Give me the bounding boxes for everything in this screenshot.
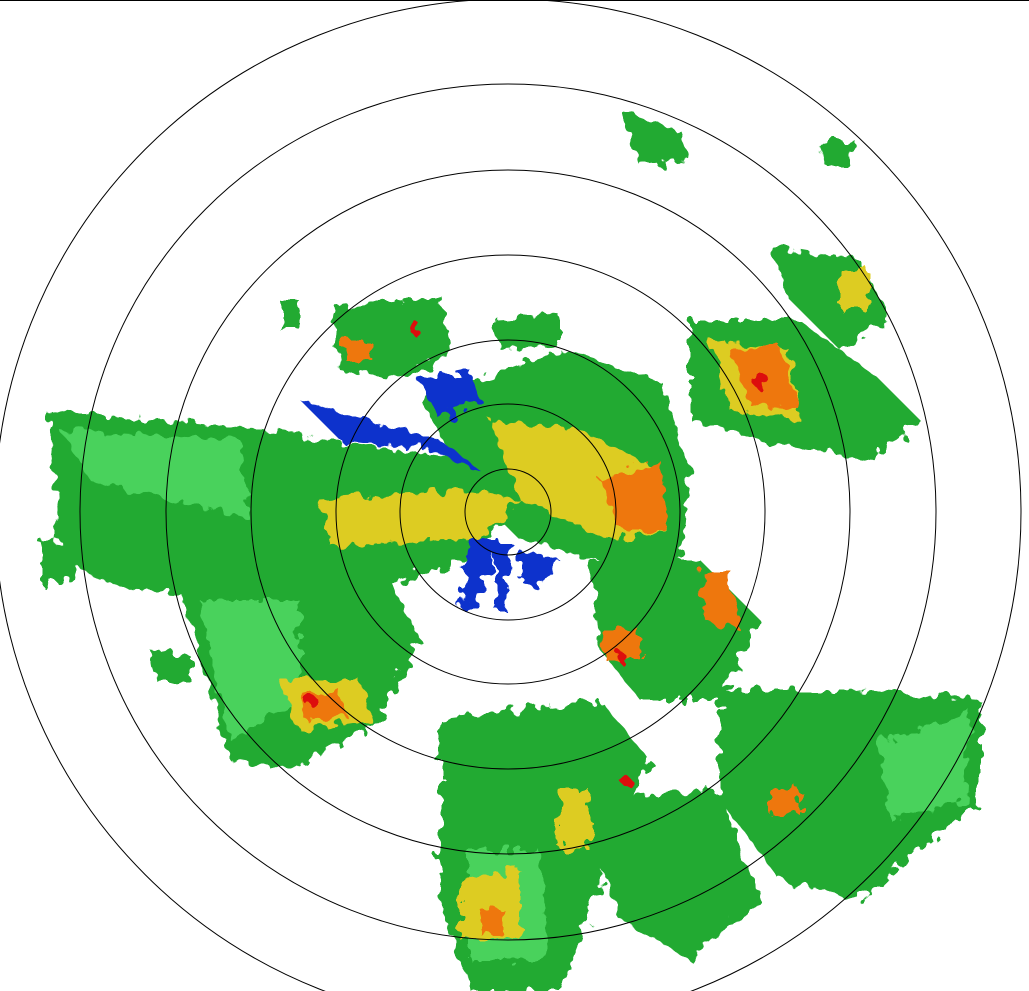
range-ring — [335, 339, 681, 685]
range-ring — [250, 254, 766, 770]
echoes — [40, 110, 980, 991]
echo-blue — [300, 370, 560, 610]
range-ring — [399, 403, 617, 621]
echo-red — [304, 322, 768, 785]
echo-orange — [300, 340, 800, 935]
range-ring — [79, 83, 937, 941]
range-ring — [464, 468, 552, 556]
range-ring — [165, 169, 851, 855]
